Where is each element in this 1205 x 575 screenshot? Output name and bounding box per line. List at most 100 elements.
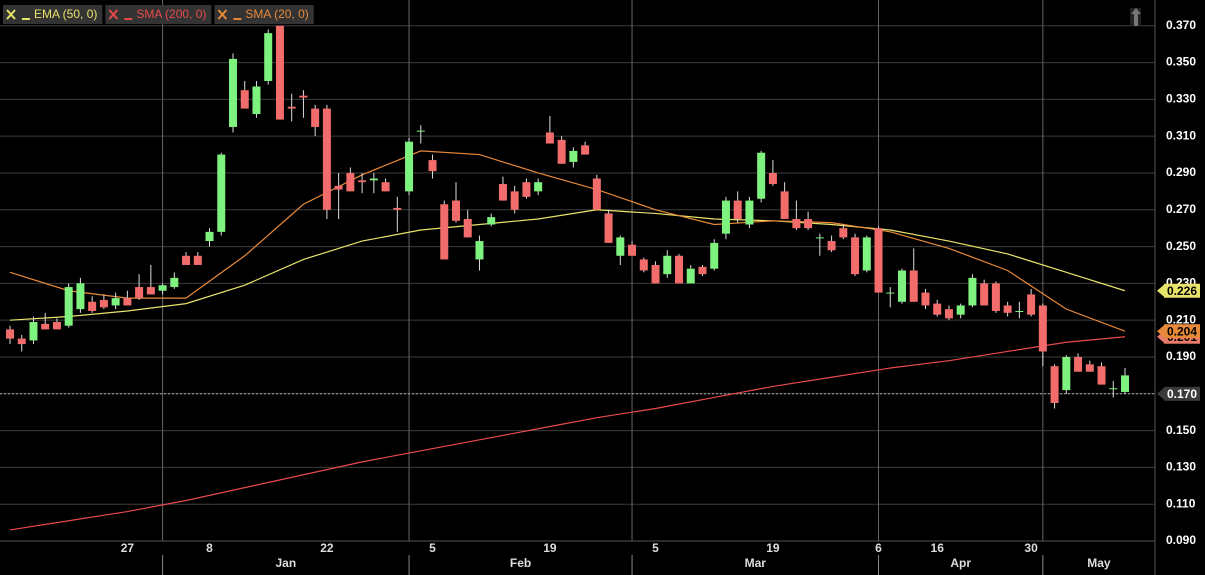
candle-body [1015,310,1024,312]
candle-body [886,292,895,294]
candle-body [909,270,918,302]
candle-body [956,305,965,315]
candle-body [1109,388,1118,390]
candle-body [405,141,414,192]
month-label: Mar [745,556,767,570]
candle-body [768,172,777,185]
candle-body [311,108,320,127]
candle-body [827,241,836,251]
y-tick-label: 0.290 [1166,165,1196,179]
candle-body [604,213,613,243]
candle-body [240,90,249,109]
candle-body [1027,294,1036,315]
legend-entry[interactable]: SMA (200, 0) [105,5,212,24]
up-arrow [1131,8,1141,26]
candle-body [146,287,155,295]
candle-body [287,106,296,109]
candle-body [569,150,578,162]
candle-body [980,283,989,306]
month-label: May [1087,556,1111,570]
y-tick-label: 0.150 [1166,423,1196,437]
x-tick-label: 16 [931,541,945,555]
candle-body [1003,305,1012,313]
candle-body [158,285,167,291]
candle-body [804,218,813,229]
candle-body [534,182,543,192]
candle-body [393,207,402,210]
candle-body [698,266,707,275]
candle-body [944,309,953,319]
candle-body [839,228,848,238]
legend-close[interactable] [108,9,119,20]
candle-body [545,132,554,144]
y-tick-label: 0.090 [1166,533,1196,547]
candle-body [815,237,824,239]
candles [6,25,1129,409]
candle-body [1085,364,1094,372]
month-label: Apr [950,556,971,570]
candle-body [1121,375,1129,392]
legend: EMA (50, 0) SMA (200, 0) SMA (20, 0) [3,5,314,24]
candle-body [991,283,1000,311]
candle-body [721,200,730,234]
x-tick-label: 8 [206,541,213,555]
candle-body [522,182,531,197]
candle-body [592,178,601,210]
x-tick-label: 5 [429,541,436,555]
candle-body [381,182,390,192]
candle-body [639,259,648,271]
candle-body [757,152,766,199]
candle-body [369,178,378,181]
candle-body [205,231,214,242]
candle-body [710,242,719,269]
legend-entry[interactable]: SMA (20, 0) [214,5,314,24]
y-tick-label: 0.310 [1166,128,1196,142]
x-tick-label: 5 [652,541,659,555]
candle-body [628,244,637,256]
candle-body [487,217,496,225]
y-tick-label: 0.370 [1166,18,1196,32]
x-tick-label: 22 [320,541,334,555]
candle-body [1097,366,1106,385]
x-tick-label: 19 [543,541,557,555]
legend-entry[interactable]: EMA (50, 0) [3,5,103,24]
y-tick-label: 0.250 [1166,239,1196,253]
y-tick-label: 0.130 [1166,460,1196,474]
legend-label: SMA (200, 0) [136,7,206,21]
candle-body [17,338,26,345]
y-tick-label: 0.270 [1166,202,1196,216]
month-label: Feb [510,556,531,570]
candle-body [358,180,367,183]
scroll-icon[interactable] [1130,8,1141,26]
candle-body [851,237,860,275]
y-tick-label: 0.110 [1166,496,1196,510]
candle-body [463,218,472,238]
candle-body [252,86,261,115]
candle-body [1074,356,1083,372]
price-tag [1164,386,1200,401]
tag-pointer [1157,325,1164,338]
legend-close[interactable] [6,9,16,20]
candle-body [88,301,97,311]
candle-body [123,298,132,306]
candle-body [792,218,801,229]
candle-body [862,237,871,271]
candle-body [299,95,308,98]
candle-body [52,322,61,330]
y-tick-label: 0.210 [1166,312,1196,326]
candle-body [229,58,237,127]
candle-body [675,255,683,284]
indicator-line [9,209,1126,321]
candle-body [275,25,284,120]
candle-body [135,287,144,299]
legend-label: EMA (50, 0) [34,7,97,21]
legend-close[interactable] [217,9,228,20]
price-tag-label: 0.226 [1167,284,1197,298]
candle-body [510,191,519,210]
indicator-lines [9,150,1126,531]
candle-body [322,108,331,210]
y-tick-label: 0.330 [1166,92,1196,106]
indicator-line [9,336,1126,531]
